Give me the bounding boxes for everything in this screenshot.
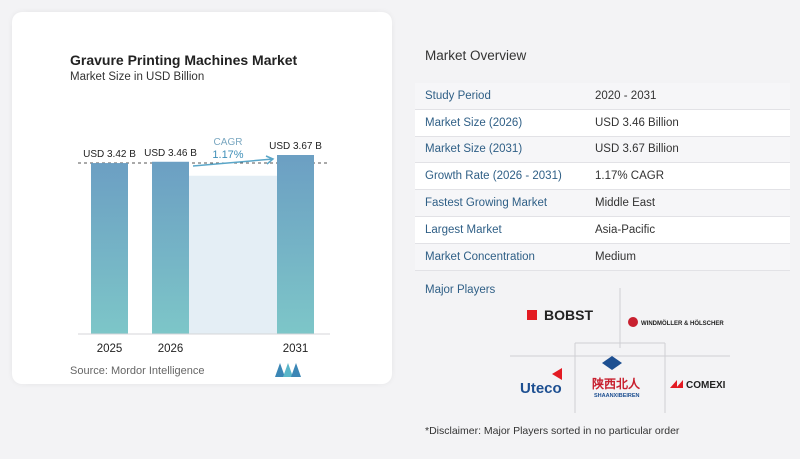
disclaimer: *Disclaimer: Major Players sorted in no … — [425, 425, 680, 437]
overview-value: USD 3.46 Billion — [595, 116, 679, 129]
bobst-logo: BOBST — [527, 307, 593, 323]
cagr-label: CAGR — [214, 137, 243, 148]
source-text: Source: Mordor Intelligence — [70, 365, 205, 377]
overview-title: Market Overview — [425, 48, 527, 63]
windmoller-holscher-logo: WINDMÖLLER & HÖLSCHER — [628, 317, 724, 327]
cagr-arrow — [192, 158, 274, 167]
overview-row: Study Period 2020 - 2031 — [415, 83, 790, 110]
svg-text:COMEXI: COMEXI — [686, 380, 726, 391]
overview-row: Market Concentration Medium — [415, 243, 790, 271]
overview-row: Market Size (2026) USD 3.46 Billion — [415, 109, 790, 137]
svg-text:SHAANXIBEIREN: SHAANXIBEIREN — [594, 393, 640, 399]
chart-title: Gravure Printing Machines Market — [70, 52, 298, 68]
svg-text:陕西北人: 陕西北人 — [592, 376, 641, 391]
cagr-value: 1.17% — [212, 149, 243, 161]
overview-value: Middle East — [595, 197, 656, 210]
chart-subtitle: Market Size in USD Billion — [70, 71, 205, 83]
overview-value: Medium — [595, 250, 636, 263]
comexi-logo: COMEXI — [670, 380, 726, 391]
bar-chart: USD 3.42 B 2025 USD 3.46 B 2026 USD 3.67 B 20… — [78, 137, 330, 355]
overview-value: Asia-Pacific — [595, 223, 656, 236]
svg-text:BOBST: BOBST — [544, 307, 593, 323]
overview-row: Growth Rate (2026 - 2031) 1.17% CAGR — [415, 163, 790, 191]
overview-label: Growth Rate (2026 - 2031) — [425, 170, 562, 183]
bar-2026 — [152, 161, 189, 334]
overview-row: Largest Market Asia-Pacific — [415, 216, 790, 244]
overview-label: Largest Market — [425, 223, 502, 236]
players-title: Major Players — [425, 284, 496, 296]
bar-value-label: USD 3.67 B — [269, 141, 322, 152]
overview-label: Market Size (2026) — [425, 116, 523, 129]
overview-table: Study Period 2020 - 2031 Market Size (20… — [415, 83, 790, 271]
overview-value: USD 3.67 Billion — [595, 143, 679, 156]
overview-label: Market Concentration — [425, 250, 535, 263]
overview-value: 1.17% CAGR — [595, 170, 665, 183]
bar-value-label: USD 3.46 B — [144, 148, 197, 159]
cagr-highlight-region — [189, 175, 277, 334]
bar-2025 — [91, 163, 128, 334]
overview-label: Fastest Growing Market — [425, 197, 548, 210]
cagr-arrow-head-icon — [265, 155, 275, 165]
bar-2031 — [277, 155, 314, 334]
x-tick-label: 2026 — [158, 343, 184, 355]
overview-row: Fastest Growing Market Middle East — [415, 190, 790, 217]
overview-label: Market Size (2031) — [425, 143, 523, 156]
uteco-logo: Uteco — [520, 368, 562, 397]
players-grid: BOBST WINDMÖLLER & HÖLSCHER Uteco 陕西北人 S… — [510, 288, 730, 413]
overview-row: Market Size (2031) USD 3.67 Billion — [415, 136, 790, 164]
bar-value-label: USD 3.42 B — [83, 149, 136, 160]
svg-text:Uteco: Uteco — [520, 380, 562, 397]
mordor-logo-icon — [275, 363, 301, 377]
shaanxi-beiren-logo: 陕西北人 SHAANXIBEIREN — [592, 356, 641, 399]
svg-text:WINDMÖLLER & HÖLSCHER: WINDMÖLLER & HÖLSCHER — [641, 320, 724, 327]
overview-value: 2020 - 2031 — [595, 89, 657, 102]
x-tick-label: 2031 — [283, 343, 309, 355]
overview-label: Study Period — [425, 89, 491, 102]
x-tick-label: 2025 — [97, 343, 123, 355]
